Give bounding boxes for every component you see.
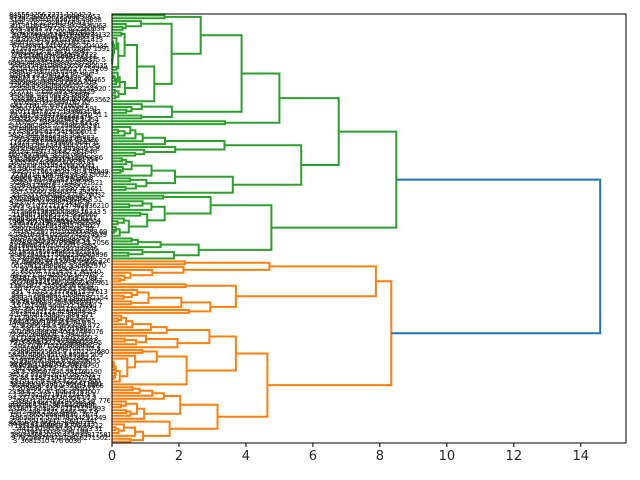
top-cluster-links [111, 14, 398, 260]
x-tick-label: 0 [108, 449, 116, 464]
x-tick-label: 10 [439, 449, 456, 464]
x-tick-label: 14 [573, 449, 590, 464]
root-link [391, 178, 602, 335]
x-tick-label: 2 [175, 449, 183, 464]
axes-spines [111, 13, 627, 444]
x-tick-label: 6 [309, 449, 317, 464]
x-tick-label: 4 [242, 449, 250, 464]
x-tick-label: 12 [506, 449, 523, 464]
bottom-cluster-links [111, 260, 393, 443]
x-tick-label: 8 [376, 449, 384, 464]
